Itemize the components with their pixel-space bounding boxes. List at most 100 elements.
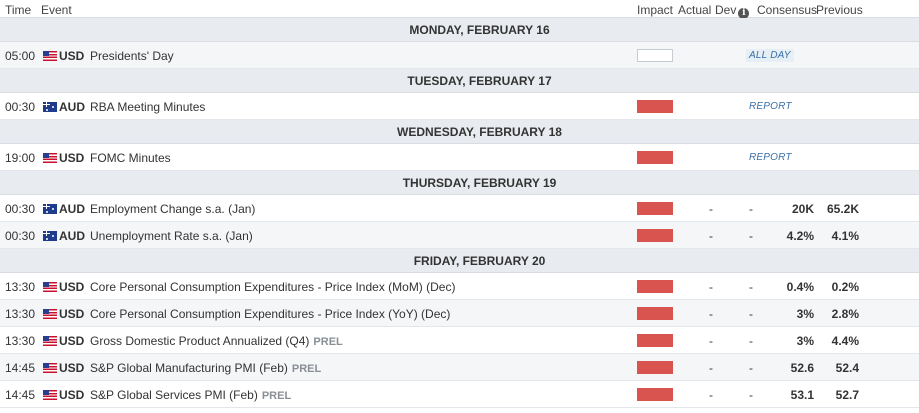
impact-indicator	[637, 151, 673, 164]
actual-value: -	[709, 361, 713, 375]
header-time[interactable]: Time	[5, 3, 32, 17]
event-name[interactable]: RBA Meeting Minutes	[90, 100, 205, 114]
event-name-label: S&P Global Manufacturing PMI (Feb)	[90, 361, 288, 375]
event-row[interactable]: 00:30 AUD Unemployment Rate s.a. (Jan) - - 4.…	[0, 222, 919, 249]
event-time: 19:00	[5, 151, 36, 165]
header-dev[interactable]: Dev i	[715, 3, 750, 19]
consensus-value: 0.4%	[786, 280, 814, 294]
event-row[interactable]: 05:00 USD Presidents' Day ALL DAY	[0, 42, 919, 69]
header-previous[interactable]: Previous	[816, 3, 863, 17]
consensus-value: 3%	[796, 307, 814, 321]
event-row[interactable]: 14:45 USD S&P Global Services PMI (Feb) PRE…	[0, 381, 919, 408]
impact-indicator	[637, 49, 673, 62]
event-time: 13:30	[5, 334, 36, 348]
us-flag-icon	[43, 282, 57, 292]
consensus-value: 20K	[791, 202, 814, 216]
event-currency: USD	[59, 334, 85, 348]
event-row[interactable]: 13:30 USD Gross Domestic Product Annualize…	[0, 327, 919, 354]
previous-value: 52.4	[835, 361, 859, 375]
previous-value: 4.4%	[831, 334, 859, 348]
event-name[interactable]: Core Personal Consumption Expenditures -…	[90, 280, 455, 294]
impact-indicator	[637, 307, 673, 320]
au-flag-icon	[43, 204, 57, 214]
event-name-label: Presidents' Day	[90, 49, 174, 63]
event-currency: USD	[59, 361, 85, 375]
event-name-label: Employment Change s.a. (Jan)	[90, 202, 256, 216]
preliminary-badge: PREL	[261, 390, 292, 402]
deviation-value: -	[749, 361, 753, 375]
preliminary-badge: PREL	[313, 336, 343, 348]
event-name[interactable]: Unemployment Rate s.a. (Jan)	[90, 229, 253, 243]
event-row[interactable]: 00:30 AUD RBA Meeting Minutes REPORT	[0, 93, 919, 120]
event-currency: USD	[59, 280, 85, 294]
event-time: 05:00	[5, 49, 36, 63]
us-flag-icon	[43, 336, 57, 346]
event-currency: AUD	[59, 100, 85, 114]
event-name[interactable]: Gross Domestic Product Annualized (Q4) PR…	[90, 334, 343, 348]
consensus-value: 4.2%	[786, 229, 814, 243]
deviation-value: -	[749, 280, 753, 294]
actual-value: -	[709, 388, 713, 402]
event-name-label: Gross Domestic Product Annualized (Q4)	[90, 334, 310, 348]
event-name[interactable]: S&P Global Manufacturing PMI (Feb) PREL	[90, 361, 321, 375]
info-icon[interactable]: i	[738, 8, 750, 19]
event-currency: AUD	[59, 229, 85, 243]
previous-value: 4.1%	[831, 229, 859, 243]
header-actual[interactable]: Actual	[678, 3, 712, 17]
event-time: 14:45	[5, 388, 36, 402]
actual-value: -	[709, 280, 713, 294]
event-name[interactable]: Core Personal Consumption Expenditures -…	[90, 307, 450, 321]
table-header: Time Event Impact Actual Dev i Consensus …	[0, 0, 919, 19]
event-name[interactable]: S&P Global Services PMI (Feb) PREL	[90, 388, 291, 402]
event-tag[interactable]: REPORT	[749, 101, 792, 112]
impact-indicator	[637, 280, 673, 293]
event-time: 14:45	[5, 361, 36, 375]
consensus-value: 3%	[796, 334, 814, 348]
event-row[interactable]: 13:30 USD Core Personal Consumption Expend…	[0, 273, 919, 300]
impact-indicator	[637, 202, 673, 215]
actual-value: -	[709, 334, 713, 348]
event-name-label: FOMC Minutes	[90, 151, 171, 165]
us-flag-icon	[43, 153, 57, 163]
event-currency: USD	[59, 388, 85, 402]
consensus-value: 53.1	[790, 388, 814, 402]
event-name[interactable]: FOMC Minutes	[90, 151, 171, 165]
us-flag-icon	[43, 51, 57, 61]
au-flag-icon	[43, 231, 57, 241]
actual-value: -	[709, 229, 713, 243]
event-name-label: RBA Meeting Minutes	[90, 100, 206, 114]
us-flag-icon	[43, 363, 57, 373]
event-name-label: Unemployment Rate s.a. (Jan)	[90, 229, 253, 243]
event-row[interactable]: 13:30 USD Core Personal Consumption Expend…	[0, 300, 919, 327]
header-impact[interactable]: Impact	[637, 3, 674, 17]
us-flag-icon	[43, 390, 57, 400]
event-name[interactable]: Employment Change s.a. (Jan)	[90, 202, 255, 216]
actual-value: -	[709, 202, 713, 216]
impact-indicator	[637, 229, 673, 242]
event-currency: USD	[59, 151, 85, 165]
event-currency: USD	[59, 49, 85, 63]
deviation-value: -	[749, 229, 753, 243]
event-currency: AUD	[59, 202, 85, 216]
impact-indicator	[637, 388, 673, 401]
event-time: 00:30	[5, 229, 36, 243]
calendar-table-body: MONDAY, FEBRUARY 16 05:00 USD Presidents' D…	[0, 18, 919, 408]
header-consensus[interactable]: Consensus	[757, 3, 818, 17]
preliminary-badge: PREL	[291, 363, 322, 375]
event-name[interactable]: Presidents' Day	[90, 49, 174, 63]
header-event[interactable]: Event	[41, 3, 72, 17]
impact-indicator	[637, 334, 673, 347]
day-header: WEDNESDAY, FEBRUARY 18	[0, 120, 919, 144]
actual-value: -	[709, 307, 713, 321]
day-header: FRIDAY, FEBRUARY 20	[0, 249, 919, 273]
deviation-value: -	[749, 307, 753, 321]
event-row[interactable]: 00:30 AUD Employment Change s.a. (Jan) - - 20…	[0, 195, 919, 222]
impact-indicator	[637, 361, 673, 374]
event-row[interactable]: 14:45 USD S&P Global Manufacturing PMI (Fe…	[0, 354, 919, 381]
deviation-value: -	[749, 334, 753, 348]
day-header: MONDAY, FEBRUARY 16	[0, 18, 919, 42]
event-row[interactable]: 19:00 USD FOMC Minutes REPORT	[0, 144, 919, 171]
event-tag[interactable]: REPORT	[749, 152, 792, 163]
consensus-value: 52.6	[790, 361, 814, 375]
event-tag[interactable]: ALL DAY	[746, 49, 794, 62]
